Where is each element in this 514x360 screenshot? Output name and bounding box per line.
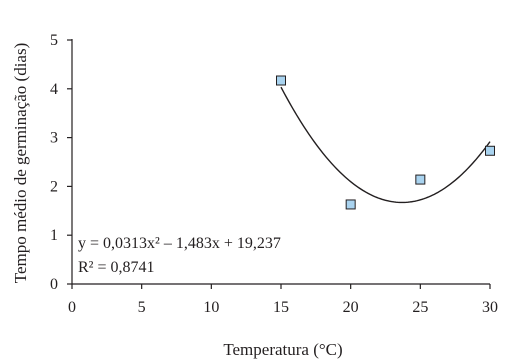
y-tick-label: 0 <box>50 276 58 293</box>
x-tick-label: 5 <box>138 299 146 316</box>
x-tick-label: 0 <box>68 299 76 316</box>
ticks: 0 5 10 15 20 25 30 0 1 2 3 4 5 <box>50 32 498 316</box>
y-tick-label: 4 <box>50 81 58 98</box>
data-points <box>276 75 495 210</box>
trendline <box>280 86 491 204</box>
r2-annotation: R² = 0,8741 <box>78 259 155 276</box>
y-axis-title: Tempo médio de germinação (dias) <box>11 43 30 284</box>
x-tick-label: 20 <box>343 299 359 316</box>
y-tick-label: 3 <box>50 130 58 147</box>
data-point <box>345 199 356 210</box>
trendline-group <box>280 86 491 204</box>
x-tick-label: 10 <box>203 299 219 316</box>
x-tick-label: 25 <box>412 299 428 316</box>
data-point <box>276 75 286 86</box>
x-axis-title: Temperatura (°C) <box>223 340 342 359</box>
y-tick-label: 2 <box>50 178 58 195</box>
y-tick-label: 1 <box>50 227 58 244</box>
data-point <box>485 145 495 156</box>
x-tick-label: 15 <box>273 299 289 316</box>
y-tick-label: 5 <box>50 32 58 49</box>
data-point <box>415 174 426 185</box>
equation-annotation: y = 0,0313x² – 1,483x + 19,237 <box>78 235 281 252</box>
x-tick-label: 30 <box>482 299 498 316</box>
